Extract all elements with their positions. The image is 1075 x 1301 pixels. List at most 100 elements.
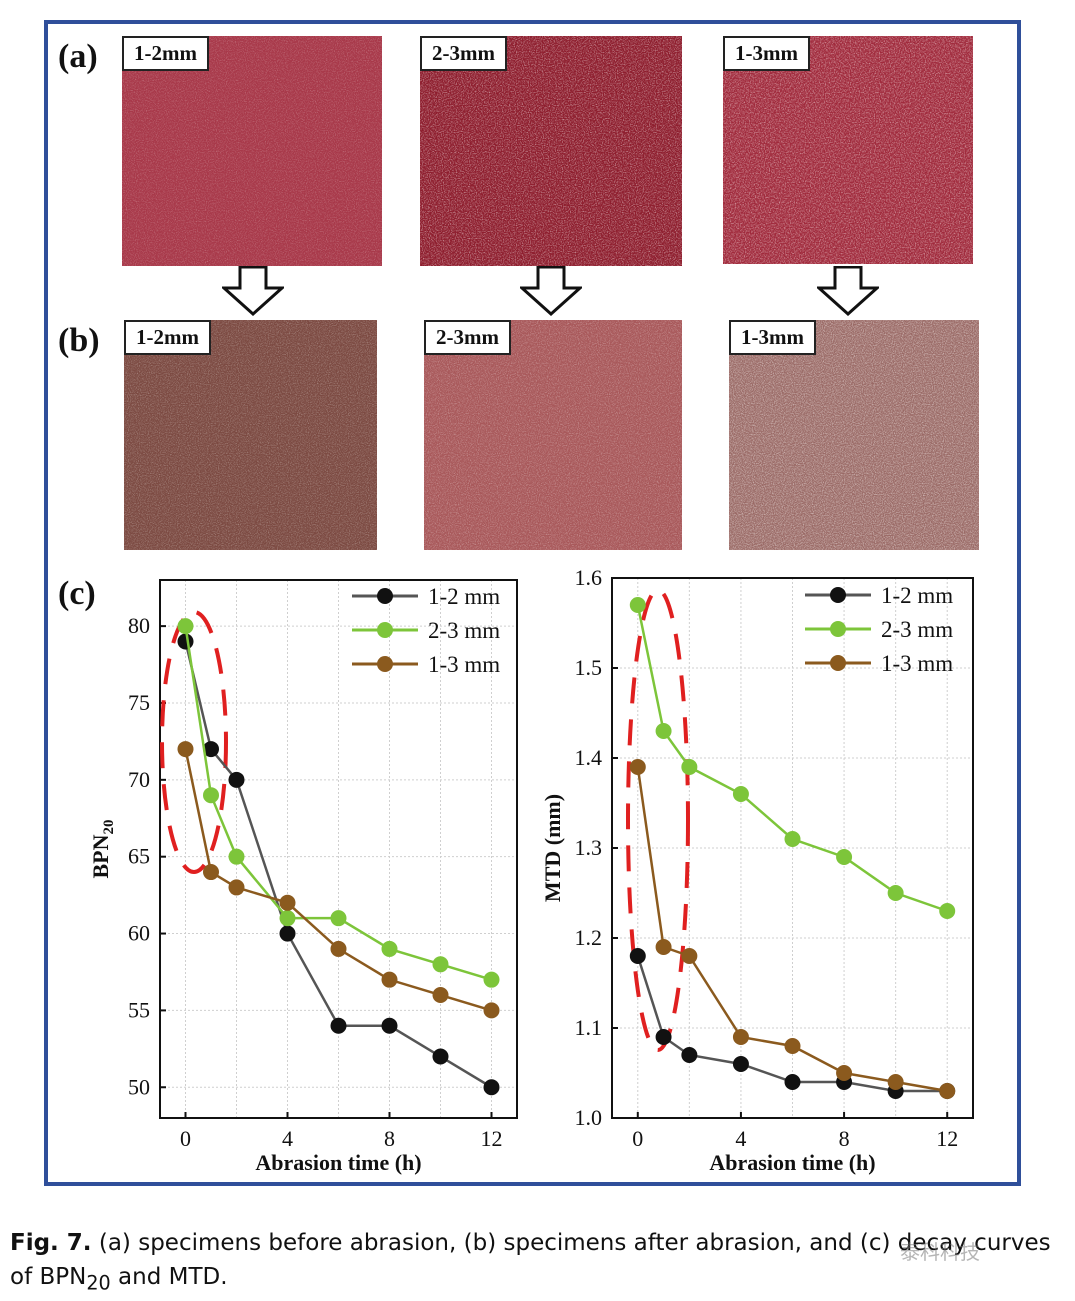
specimen-label-b1: 1-2mm [124,320,211,355]
data-point-1 [203,787,219,804]
data-point-1 [279,910,296,927]
data-point-2 [228,879,245,896]
x-tick-label: 0 [180,1126,191,1151]
down-arrow-icon [222,266,284,316]
panel-a-letter: (a) [58,38,98,75]
data-point-0 [432,1048,449,1065]
y-tick-label: 1.0 [575,1105,603,1130]
data-point-0 [279,925,296,942]
legend-marker [830,587,846,603]
legend-label: 1-2 mm [881,583,953,608]
x-tick-label: 8 [839,1126,850,1151]
specimen-label-b2: 2-3mm [424,320,511,355]
data-point-0 [203,741,219,758]
data-point-0 [655,1029,672,1045]
data-point-2 [203,864,219,881]
legend-label: 1-3 mm [428,652,500,677]
legend-marker [830,655,846,671]
specimen-photo-b1: 1-2mm [124,320,377,550]
x-tick-label: 4 [282,1126,293,1151]
data-point-0 [681,1047,698,1063]
x-tick-label: 4 [735,1126,746,1151]
data-point-0 [784,1074,801,1090]
watermark: 泰科科技 [900,1240,980,1264]
data-point-2 [836,1065,853,1081]
data-point-1 [732,786,749,802]
data-point-0 [228,771,245,788]
y-tick-label: 1.1 [575,1015,603,1040]
legend-marker [377,656,393,672]
data-point-0 [177,633,194,650]
down-arrow-icon [817,266,879,316]
x-tick-label: 12 [936,1126,958,1151]
data-point-2 [939,1083,956,1099]
y-tick-label: 60 [128,921,150,946]
y-tick-label: 55 [128,997,150,1022]
data-point-2 [279,894,296,911]
x-tick-label: 0 [632,1126,643,1151]
data-point-1 [483,971,500,988]
data-point-2 [887,1074,904,1090]
caption-subscript: 20 [86,1271,111,1295]
specimen-photo-b2: 2-3mm [424,320,682,550]
figure-caption: Fig. 7. (a) specimens before abrasion, (… [10,1226,1065,1301]
bpn-chart: 0 4 8 12 50 55 60 65 70 75 80 Abrasion time (h) BPN2… [88,579,518,1175]
x-tick-label: 8 [384,1126,395,1151]
data-point-2 [732,1029,749,1045]
data-point-1 [228,848,245,865]
panel-c-letter: (c) [58,575,96,612]
legend-label: 2-3 mm [881,617,953,642]
specimen-photo-a3: 1-3mm [723,36,973,264]
specimen-label-a1: 1-2mm [122,36,209,71]
data-point-2 [681,948,698,964]
data-point-1 [887,885,904,901]
highlight-ellipse [160,610,228,874]
y-tick-label: 1.2 [575,925,603,950]
data-point-2 [629,759,646,775]
y-axis-label: BPN20 [88,820,117,879]
data-point-0 [629,948,646,964]
specimen-photo-a2: 2-3mm [420,36,682,266]
data-point-1 [629,597,646,613]
caption-text-1: (a) specimens before abrasion, (b) speci… [10,1230,1051,1290]
y-tick-label: 75 [128,690,150,715]
y-tick-label: 65 [128,844,150,869]
legend-marker [377,622,393,638]
data-point-2 [432,987,449,1004]
data-point-0 [483,1079,500,1096]
legend-label: 1-2 mm [428,584,500,609]
data-point-1 [177,618,194,635]
series-line-1 [184,625,492,981]
legend-label: 2-3 mm [428,618,500,643]
specimen-photo-a1: 1-2mm [122,36,382,266]
legend-marker [377,588,393,604]
y-axis-label: MTD (mm) [540,794,565,902]
x-axis-label: Abrasion time (h) [255,1150,421,1175]
data-point-1 [655,723,672,739]
data-point-2 [655,939,672,955]
data-point-1 [681,759,698,775]
y-tick-label: 50 [128,1074,150,1099]
specimen-label-a3: 1-3mm [723,36,810,71]
data-point-1 [939,903,956,919]
plot-frame [159,579,518,1119]
mtd-chart: 0 4 8 12 1.0 1.1 1.2 1.3 1.4 1.5 1.6 Abrasion time … [540,565,974,1175]
data-point-2 [381,971,398,988]
data-point-1 [330,910,347,927]
panel-b-letter: (b) [58,322,100,359]
y-tick-label: 1.6 [575,565,603,590]
highlight-ellipse [626,588,690,1052]
legend-label: 1-3 mm [881,651,953,676]
data-point-1 [432,956,449,973]
specimen-photo-b3: 1-3mm [729,320,979,550]
specimen-label-a2: 2-3mm [420,36,507,71]
y-tick-label: 1.4 [575,745,603,770]
data-point-2 [784,1038,801,1054]
caption-label: Fig. 7. [10,1230,92,1256]
data-point-0 [381,1017,398,1034]
data-point-0 [732,1056,749,1072]
legend-marker [830,621,846,637]
specimen-label-b3: 1-3mm [729,320,816,355]
y-tick-label: 80 [128,613,150,638]
data-point-0 [330,1017,347,1034]
